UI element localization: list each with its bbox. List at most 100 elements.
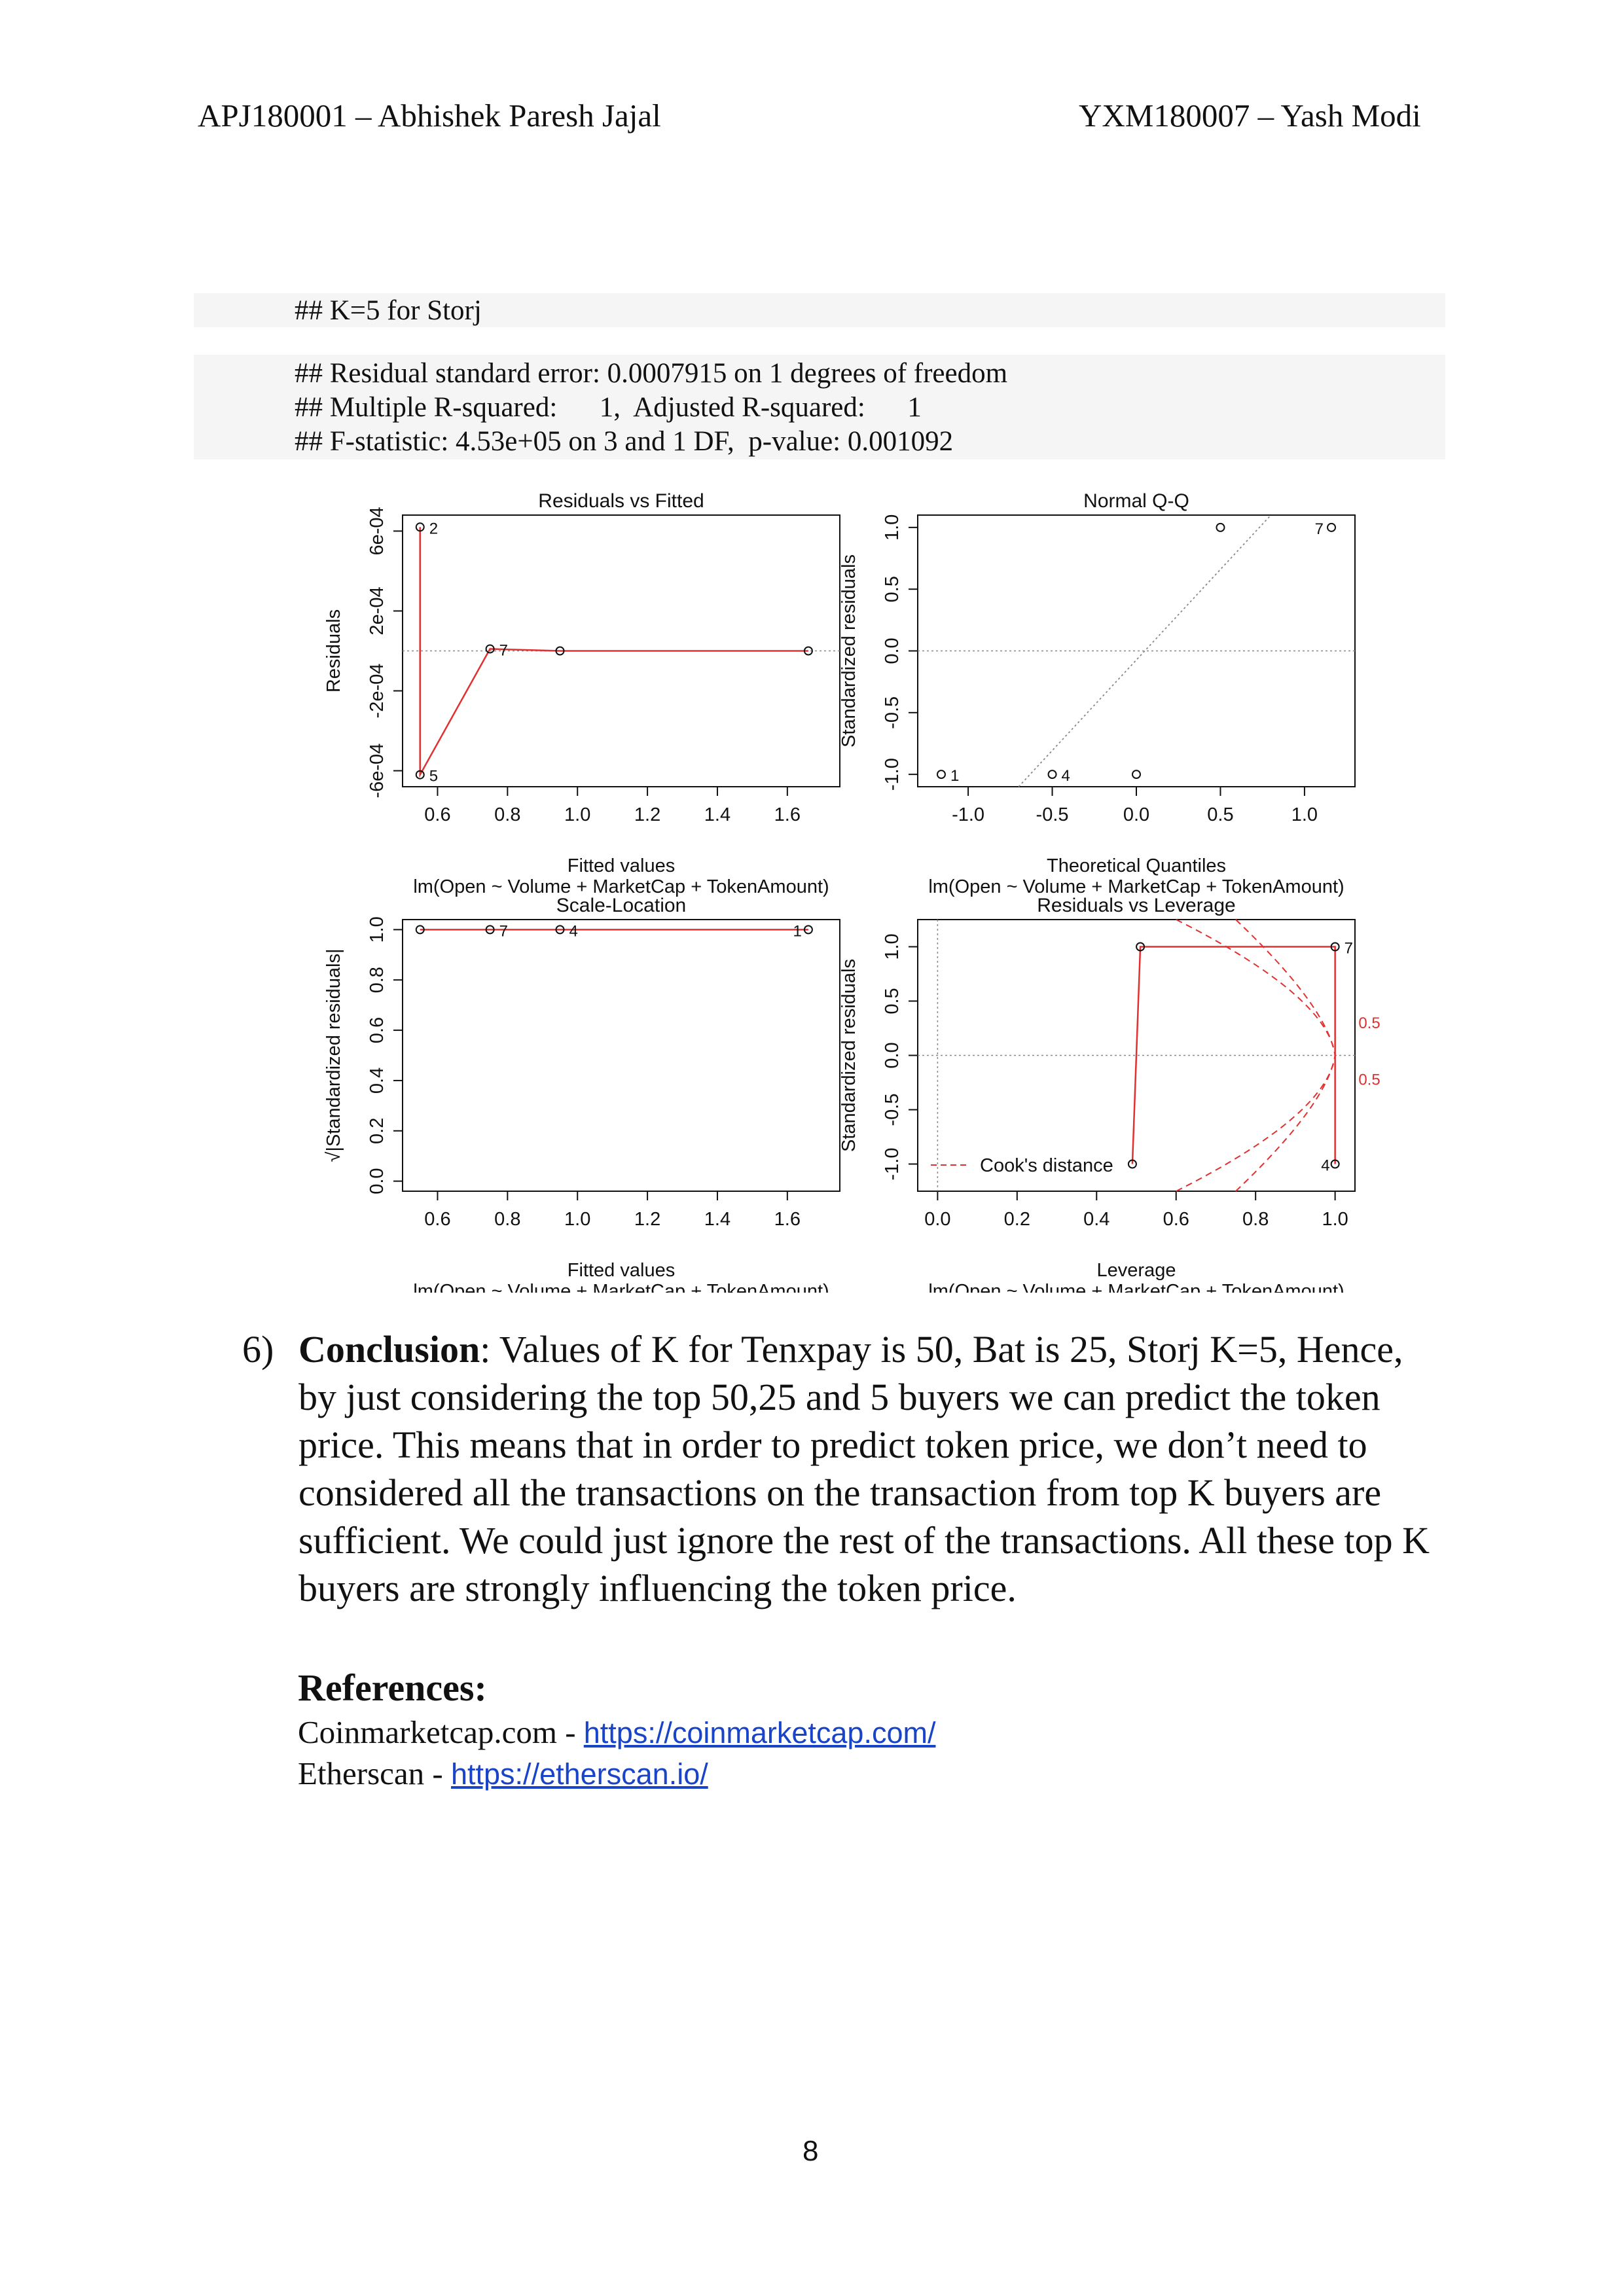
point-label: 7 <box>499 641 508 659</box>
y-axis-label: √|Standardized residuals| <box>323 949 344 1162</box>
x-tick-label: 0.4 <box>1083 1209 1110 1230</box>
y-tick-label: -1.0 <box>882 1148 903 1181</box>
x-axis-label: Leverage <box>1097 1260 1176 1281</box>
x-tick-label: 1.2 <box>634 804 660 825</box>
data-point <box>555 925 565 935</box>
reference-item: Coinmarketcap.com - https://coinmarketca… <box>298 1713 935 1751</box>
y-tick-label: 0.2 <box>367 1118 388 1144</box>
y-tick-label: 1.0 <box>882 514 903 541</box>
data-point <box>1132 770 1141 780</box>
references: References: Coinmarketcap.com - https://… <box>298 1666 935 1792</box>
references-title: References: <box>298 1666 487 1709</box>
point-label: 4 <box>1062 767 1070 785</box>
point-label: 4 <box>569 922 577 940</box>
plot-title: Residuals vs Fitted <box>538 490 704 512</box>
x-tick-label: 1.6 <box>774 1209 801 1230</box>
y-tick-label: -0.5 <box>882 1094 903 1126</box>
point-label: 7 <box>1315 520 1324 538</box>
y-tick-label: 1.0 <box>367 916 388 942</box>
y-tick-label: -0.5 <box>882 696 903 729</box>
point-label: 1 <box>793 922 802 940</box>
cooks-distance-curve <box>1235 919 1336 1056</box>
reference-link[interactable]: https://coinmarketcap.com/ <box>583 1716 936 1749</box>
point-label: 7 <box>1344 940 1353 958</box>
x-tick-label: 1.0 <box>564 1209 590 1230</box>
x-tick-label: 0.8 <box>494 804 520 825</box>
x-tick-label: 0.6 <box>424 1209 450 1230</box>
y-tick-label: -1.0 <box>882 758 903 791</box>
contour-label: 0.5 <box>1358 1071 1380 1088</box>
x-tick-label: 1.0 <box>1322 1209 1348 1230</box>
x-tick-label: 0.2 <box>1004 1209 1030 1230</box>
data-point <box>415 522 425 532</box>
header-right: YXM180007 – Yash Modi <box>1079 98 1421 134</box>
x-tick-label: 0.8 <box>1242 1209 1269 1230</box>
x-tick-label: 1.2 <box>634 1209 660 1230</box>
x-tick-label: 1.4 <box>704 1209 731 1230</box>
y-tick-label: 0.0 <box>882 637 903 664</box>
code-title: ## K=5 for Storj <box>295 295 482 326</box>
data-point <box>1127 1159 1137 1169</box>
x-tick-label: 0.6 <box>1163 1209 1189 1230</box>
y-axis-label: Residuals <box>323 609 344 692</box>
code-line: ## Residual standard error: 0.0007915 on… <box>295 358 1008 389</box>
data-point <box>803 925 813 935</box>
reference-name: Coinmarketcap.com - <box>298 1714 584 1750</box>
cooks-distance-curve <box>1176 1055 1336 1192</box>
conclusion-body: Conclusion: Values of K for Tenxpay is 5… <box>298 1325 1444 1612</box>
plot-frame <box>402 919 840 1192</box>
legend-label: Cook's distance <box>980 1155 1113 1176</box>
plot-residuals-vs-fitted: Residuals vs Fitted 0.6 0.8 1.0 1.2 1.4 1.6 -6e… <box>323 490 840 897</box>
point-label: 5 <box>429 768 438 785</box>
y-tick-label: 0.0 <box>367 1168 388 1194</box>
data-point <box>803 646 813 656</box>
cooks-distance-curve <box>1235 1055 1336 1192</box>
data-point <box>485 925 495 935</box>
data-point <box>415 925 425 935</box>
x-tick-label: 0.6 <box>424 804 450 825</box>
x-axis-label: Fitted values <box>568 1260 675 1281</box>
x-tick-label: 0.0 <box>1123 804 1149 825</box>
y-tick-label: 0.6 <box>367 1017 388 1043</box>
plot-scale-location: Scale-Location 0.6 0.8 1.0 1.2 1.4 1.6 0.0 0.2 0.… <box>323 895 840 1293</box>
diagnostic-plots: Residuals vs Fitted 0.6 0.8 1.0 1.2 1.4 1.6 -6e… <box>323 490 1380 1293</box>
plot-residuals-vs-leverage: Residuals vs Leverage 0.0 0.2 0.4 0.6 0.8 1.0 -… <box>839 895 1380 1293</box>
plot-subtitle: lm(Open ~ Volume + MarketCap + TokenAmou… <box>413 876 829 897</box>
reference-name: Etherscan - <box>298 1755 451 1791</box>
y-tick-label: 0.5 <box>882 576 903 602</box>
data-point <box>936 770 946 780</box>
smoother-line <box>419 527 808 778</box>
code-title-block: ## K=5 for Storj <box>194 293 1445 327</box>
x-axis-label: Fitted values <box>568 855 675 876</box>
y-tick-label: 6e-04 <box>367 507 388 555</box>
code-line: ## F-statistic: 4.53e+05 on 3 and 1 DF, … <box>295 426 954 457</box>
code-line: ## Multiple R-squared: 1, Adjusted R-squ… <box>295 392 922 423</box>
y-tick-label: 1.0 <box>882 933 903 960</box>
x-axis-label: Theoretical Quantiles <box>1047 855 1226 876</box>
y-axis-label: Standardized residuals <box>839 554 859 747</box>
data-point <box>1136 942 1146 952</box>
code-output-block: ## Residual standard error: 0.0007915 on… <box>194 355 1445 459</box>
x-tick-label: 0.8 <box>494 1209 520 1230</box>
qq-reference-line <box>1018 514 1272 787</box>
point-label: 4 <box>1321 1157 1329 1175</box>
conclusion-number: 6) <box>242 1328 274 1371</box>
page-number: 8 <box>803 2135 819 2167</box>
data-point <box>1327 522 1337 532</box>
conclusion-label: Conclusion <box>298 1328 480 1371</box>
conclusion-text: : Values of K for Tenxpay is 50, Bat is … <box>298 1328 1430 1609</box>
plot-title: Scale-Location <box>556 895 686 916</box>
contour-label: 0.5 <box>1358 1014 1380 1032</box>
x-tick-label: 1.0 <box>1291 804 1318 825</box>
data-point <box>1330 1159 1340 1169</box>
data-point <box>1216 522 1225 532</box>
data-point <box>1047 770 1057 780</box>
point-label: 7 <box>499 922 508 940</box>
data-point <box>1330 942 1340 952</box>
reference-link[interactable]: https://etherscan.io/ <box>451 1757 708 1791</box>
y-tick-label: 0.5 <box>882 988 903 1014</box>
plot-normal-q-q: Normal Q-Q -1.0 -0.5 0.0 0.5 1.0 -1.0 -0.5 0.0 0.… <box>839 490 1356 897</box>
data-point <box>415 770 425 780</box>
cooks-distance-curve <box>1176 919 1336 1056</box>
x-tick-label: 0.5 <box>1207 804 1233 825</box>
